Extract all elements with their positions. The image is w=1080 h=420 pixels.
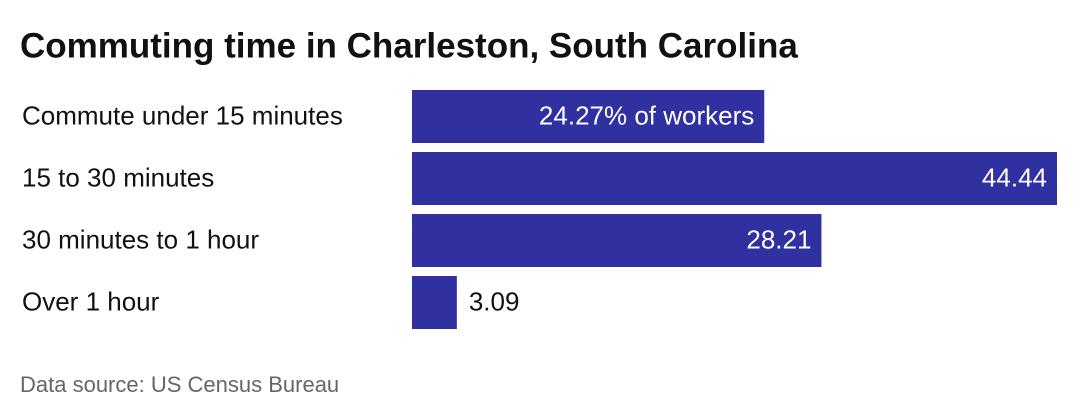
category-label: Commute under 15 minutes	[22, 100, 343, 130]
bar	[412, 90, 765, 143]
category-label: 15 to 30 minutes	[22, 162, 214, 192]
value-label: 44.44	[982, 162, 1047, 192]
category-label: 30 minutes to 1 hour	[22, 224, 259, 254]
category-label: Over 1 hour	[22, 286, 160, 316]
value-label: 24.27% of workers	[539, 100, 754, 130]
value-label: 28.21	[746, 224, 811, 254]
bar	[412, 152, 1057, 205]
value-label: 3.09	[469, 286, 520, 316]
source-note: Data source: US Census Bureau	[20, 372, 339, 397]
bar	[412, 276, 457, 329]
bar	[412, 214, 822, 267]
chart-title: Commuting time in Charleston, South Caro…	[20, 26, 798, 65]
